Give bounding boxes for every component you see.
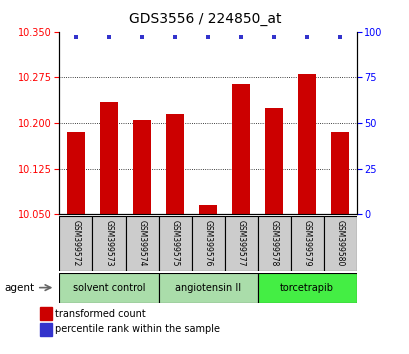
Text: torcetrapib: torcetrapib	[279, 282, 333, 293]
Text: GDS3556 / 224850_at: GDS3556 / 224850_at	[128, 12, 281, 27]
Bar	[257, 273, 356, 303]
Point	[171, 34, 178, 40]
Bar	[224, 216, 257, 271]
Text: GSM399573: GSM399573	[104, 220, 113, 267]
Bar	[133, 120, 151, 214]
Bar	[158, 273, 257, 303]
Bar	[67, 132, 85, 214]
Text: GSM399580: GSM399580	[335, 220, 344, 267]
Text: GSM399577: GSM399577	[236, 220, 245, 267]
Point	[303, 34, 310, 40]
Bar	[166, 114, 184, 214]
Bar	[264, 108, 283, 214]
Text: solvent control: solvent control	[72, 282, 145, 293]
Text: GSM399576: GSM399576	[203, 220, 212, 267]
Bar	[59, 216, 92, 271]
Point	[270, 34, 277, 40]
Bar	[40, 308, 52, 320]
Text: GSM399579: GSM399579	[302, 220, 311, 267]
Point	[106, 34, 112, 40]
Bar	[191, 216, 224, 271]
Text: transformed count: transformed count	[55, 309, 146, 319]
Bar	[290, 216, 323, 271]
Text: agent: agent	[4, 282, 34, 293]
Bar	[257, 216, 290, 271]
Bar	[92, 216, 125, 271]
Bar	[330, 132, 348, 214]
Bar	[297, 74, 315, 214]
Bar	[125, 216, 158, 271]
Bar	[100, 102, 118, 214]
Text: GSM399575: GSM399575	[170, 220, 179, 267]
Text: GSM399574: GSM399574	[137, 220, 146, 267]
Bar	[198, 205, 217, 214]
Point	[72, 34, 79, 40]
Point	[336, 34, 343, 40]
Bar	[323, 216, 356, 271]
Text: angiotensin II: angiotensin II	[175, 282, 240, 293]
Point	[204, 34, 211, 40]
Bar	[40, 324, 52, 336]
Text: GSM399578: GSM399578	[269, 220, 278, 267]
Text: percentile rank within the sample: percentile rank within the sample	[55, 325, 220, 335]
Bar	[59, 273, 158, 303]
Point	[237, 34, 244, 40]
Bar	[231, 84, 249, 214]
Point	[138, 34, 145, 40]
Bar	[158, 216, 191, 271]
Text: GSM399572: GSM399572	[71, 220, 80, 267]
